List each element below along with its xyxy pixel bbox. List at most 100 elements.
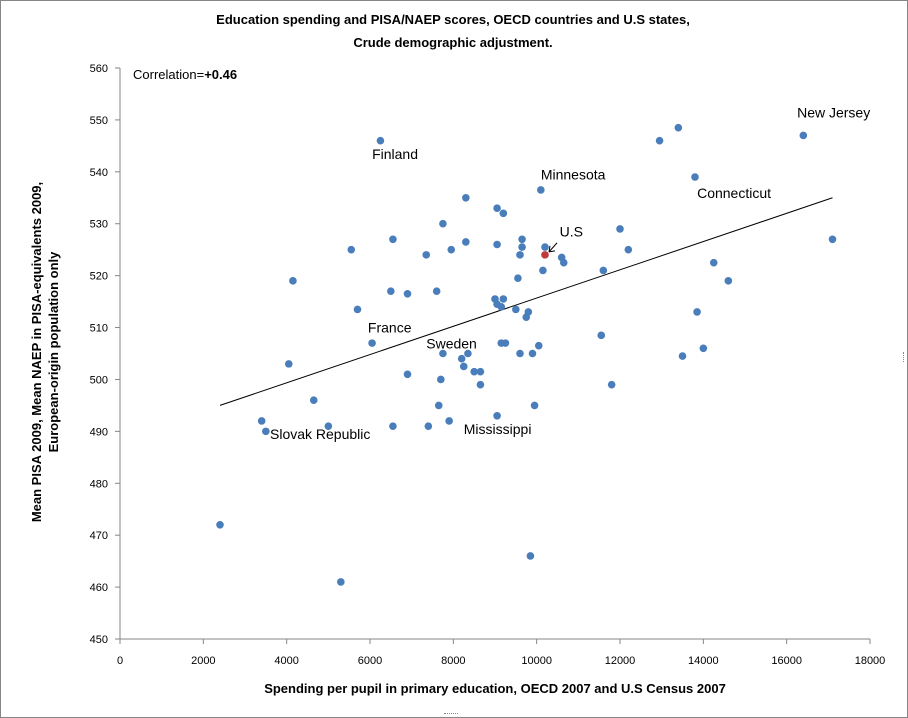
y-tick-label: 480 — [90, 478, 108, 490]
data-point — [368, 339, 376, 347]
point-annotation: France — [368, 320, 412, 336]
data-point — [445, 417, 453, 425]
data-point — [537, 186, 545, 194]
data-point — [462, 238, 470, 246]
point-annotation: Mississippi — [464, 421, 532, 437]
point-annotation: Connecticut — [697, 185, 771, 201]
data-point — [376, 136, 385, 145]
resize-handle-bottom[interactable] — [444, 713, 458, 717]
data-point — [432, 287, 441, 296]
data-point — [262, 427, 270, 436]
data-point — [497, 302, 506, 311]
data-point — [655, 136, 664, 145]
data-point — [518, 235, 526, 244]
data-point — [403, 370, 412, 379]
x-tick-label: 8000 — [441, 655, 465, 667]
y-tick-label: 530 — [90, 219, 108, 231]
x-tick-label: 6000 — [358, 655, 382, 667]
data-point — [493, 411, 501, 420]
data-point — [709, 258, 718, 267]
data-point — [464, 349, 472, 358]
x-tick-label: 16000 — [771, 655, 802, 667]
data-point — [514, 274, 522, 283]
data-point — [447, 245, 456, 254]
x-tick-label: 4000 — [274, 655, 298, 667]
data-point — [424, 422, 433, 430]
point-annotation: New Jersey — [797, 104, 870, 120]
data-point — [539, 266, 547, 275]
x-tick-label: 18000 — [855, 655, 886, 667]
data-point — [493, 240, 501, 249]
data-point — [534, 341, 543, 350]
correlation-value: +0.46 — [204, 67, 237, 82]
data-point — [524, 308, 533, 316]
trend-line — [219, 197, 833, 406]
x-tick-label: 0 — [117, 655, 123, 667]
data-point — [476, 380, 485, 389]
data-point — [559, 258, 568, 267]
data-point — [828, 235, 837, 244]
x-tick-label: 2000 — [191, 655, 215, 667]
chart-title-line-2: Crude demographic adjustment. — [353, 35, 553, 50]
data-point — [389, 235, 397, 244]
data-point — [387, 287, 395, 296]
data-point — [528, 349, 537, 358]
data-point — [457, 354, 466, 363]
y-tick-label: 460 — [90, 582, 108, 594]
data-point — [499, 209, 508, 218]
data-point — [439, 219, 447, 228]
data-point — [516, 251, 524, 259]
data-point — [599, 266, 608, 275]
data-point — [289, 277, 297, 285]
data-point — [526, 552, 535, 560]
x-tick-label: 10000 — [521, 655, 552, 667]
y-tick-label: 560 — [90, 63, 108, 75]
data-point — [462, 193, 470, 202]
data-point — [501, 339, 510, 347]
correlation-prefix: Correlation= — [133, 67, 204, 82]
data-point — [512, 305, 520, 314]
point-annotation: U.S — [560, 224, 583, 240]
data-point — [347, 245, 356, 254]
y-tick-label: 550 — [90, 115, 108, 127]
data-point — [674, 123, 683, 132]
data-point — [439, 349, 447, 358]
data-point — [693, 308, 701, 316]
data-point — [324, 422, 333, 430]
us-arrow-head — [548, 245, 556, 253]
data-point — [799, 131, 808, 140]
x-tick-label: 14000 — [688, 655, 719, 667]
data-point — [499, 295, 508, 303]
data-point — [216, 521, 224, 529]
x-axis-label: Spending per pupil in primary education,… — [264, 681, 726, 696]
data-point — [434, 401, 443, 410]
data-point — [518, 243, 526, 251]
data-point — [530, 401, 539, 410]
data-point — [607, 380, 616, 389]
point-annotation: Slovak Republic — [270, 426, 370, 442]
data-point — [403, 290, 412, 298]
y-tick-label: 500 — [90, 374, 108, 386]
data-point — [459, 362, 468, 371]
data-point — [541, 243, 549, 251]
y-tick-label: 490 — [90, 426, 108, 438]
resize-handle-right[interactable] — [903, 352, 906, 362]
y-tick-label: 520 — [90, 271, 108, 283]
data-point — [476, 367, 485, 376]
x-tick-label: 12000 — [605, 655, 636, 667]
point-annotation: Finland — [372, 146, 418, 162]
data-point — [470, 367, 478, 376]
chart-title-line-1: Education spending and PISA/NAEP scores,… — [216, 12, 690, 27]
data-point — [624, 245, 633, 254]
data-point — [616, 225, 624, 233]
correlation-label: Correlation=+0.46 — [133, 67, 237, 82]
y-tick-label: 510 — [90, 323, 108, 335]
y-tick-label: 540 — [90, 167, 108, 179]
data-point — [422, 251, 431, 259]
point-annotation: Minnesota — [541, 167, 606, 183]
data-point — [389, 422, 397, 430]
data-point — [699, 344, 708, 353]
data-point — [337, 578, 345, 586]
